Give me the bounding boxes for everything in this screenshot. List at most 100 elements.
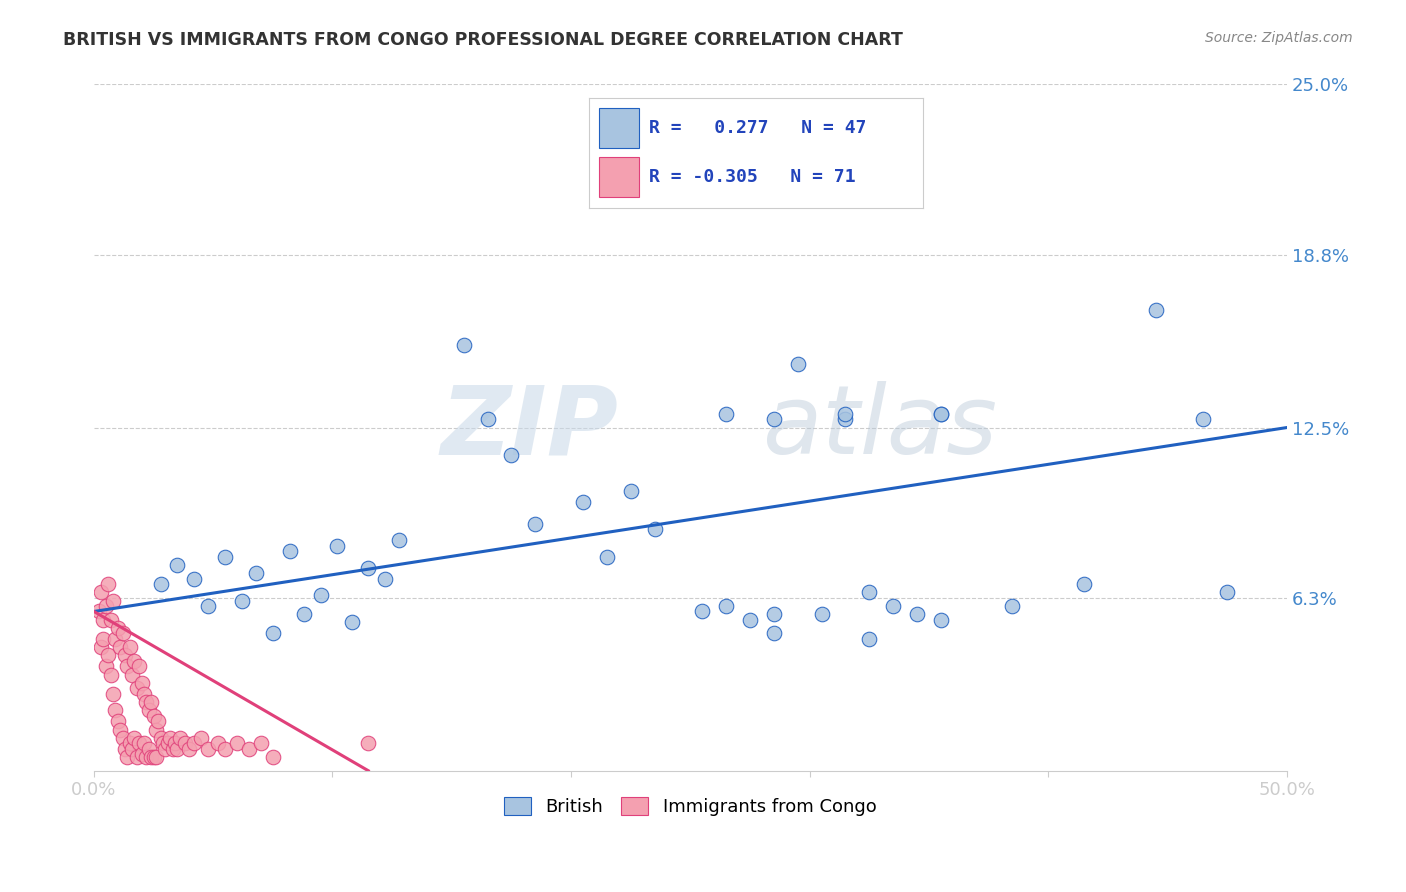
Point: [1144, 302, 1167, 317]
Point: [141, 695, 163, 709]
Point: [374, 572, 396, 586]
Point: [1001, 599, 1024, 613]
Point: [183, 736, 205, 750]
Point: [357, 560, 380, 574]
Point: [207, 736, 229, 750]
Point: [834, 412, 856, 426]
Point: [155, 741, 177, 756]
Point: [762, 626, 785, 640]
Point: [87, 605, 110, 619]
Point: [107, 621, 129, 635]
Point: [1192, 412, 1215, 426]
Point: [128, 736, 150, 750]
Point: [173, 736, 195, 750]
Point: [929, 407, 952, 421]
Point: [100, 667, 122, 681]
Point: [97, 577, 120, 591]
Point: [262, 626, 284, 640]
Point: [118, 640, 141, 655]
Point: [262, 750, 284, 764]
Point: [100, 613, 122, 627]
Point: [226, 736, 249, 750]
Point: [118, 736, 141, 750]
Point: [94, 599, 117, 613]
Point: [114, 741, 136, 756]
Point: [128, 659, 150, 673]
Point: [197, 741, 219, 756]
Point: [1216, 585, 1239, 599]
Point: [762, 412, 785, 426]
Point: [131, 747, 153, 762]
Point: [190, 731, 212, 745]
Point: [93, 632, 115, 646]
Point: [121, 667, 143, 681]
Point: [388, 533, 411, 548]
Point: [929, 613, 952, 627]
Point: [142, 708, 165, 723]
Point: [309, 588, 332, 602]
Point: [117, 659, 139, 673]
Text: ZIP: ZIP: [441, 381, 619, 474]
Point: [179, 741, 201, 756]
Point: [858, 585, 880, 599]
Point: [326, 539, 349, 553]
Point: [108, 640, 131, 655]
Point: [111, 731, 134, 745]
Point: [620, 483, 643, 498]
Point: [148, 714, 170, 729]
Point: [135, 695, 157, 709]
Text: Source: ZipAtlas.com: Source: ZipAtlas.com: [1205, 31, 1353, 45]
Point: [145, 750, 167, 764]
Text: BRITISH VS IMMIGRANTS FROM CONGO PROFESSIONAL DEGREE CORRELATION CHART: BRITISH VS IMMIGRANTS FROM CONGO PROFESS…: [63, 31, 903, 49]
Point: [141, 750, 163, 764]
Point: [231, 593, 253, 607]
Point: [159, 731, 181, 745]
Point: [162, 741, 184, 756]
Point: [111, 626, 134, 640]
Point: [183, 572, 205, 586]
Point: [166, 558, 188, 572]
Point: [125, 681, 148, 696]
Point: [108, 723, 131, 737]
Point: [292, 607, 315, 622]
Point: [169, 731, 191, 745]
Point: [117, 750, 139, 764]
Point: [132, 736, 155, 750]
Point: [124, 731, 146, 745]
Point: [340, 615, 363, 630]
Point: [834, 407, 856, 421]
Point: [138, 741, 160, 756]
Point: [250, 736, 273, 750]
Point: [124, 654, 146, 668]
Point: [131, 676, 153, 690]
Point: [596, 549, 619, 564]
Point: [238, 741, 260, 756]
Point: [93, 613, 115, 627]
Point: [90, 640, 112, 655]
Point: [690, 605, 713, 619]
Point: [858, 632, 880, 646]
Point: [278, 544, 301, 558]
Point: [156, 736, 179, 750]
Point: [524, 516, 547, 531]
Point: [572, 494, 595, 508]
Point: [245, 566, 267, 580]
Point: [145, 723, 167, 737]
Point: [138, 703, 160, 717]
Point: [135, 750, 157, 764]
Point: [142, 750, 165, 764]
Point: [90, 585, 112, 599]
Point: [714, 407, 737, 421]
Point: [714, 599, 737, 613]
Point: [121, 741, 143, 756]
Text: atlas: atlas: [762, 381, 997, 474]
Point: [132, 687, 155, 701]
Point: [882, 599, 904, 613]
Point: [501, 448, 523, 462]
Point: [905, 607, 928, 622]
Point: [101, 687, 124, 701]
Point: [453, 338, 475, 352]
Point: [125, 750, 148, 764]
Point: [149, 731, 172, 745]
Point: [357, 736, 380, 750]
